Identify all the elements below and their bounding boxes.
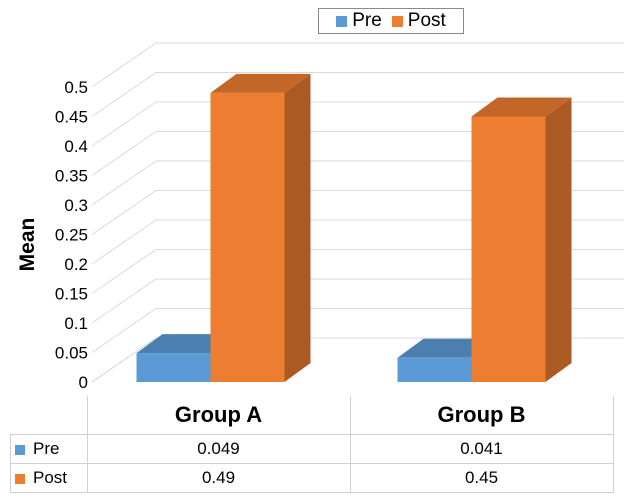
gridline [91,72,624,117]
bar-top-post [210,73,311,93]
legend-label-pre: Pre [352,10,382,31]
row-label-post: Post [33,468,68,487]
gridline [91,160,624,206]
y-tick-label: 0.35 [55,167,88,186]
gridline [91,190,624,235]
bar-side-post [284,73,311,383]
data-table-cell: 0.49 [86,463,351,493]
gridline [91,249,624,294]
bar-top-post [471,97,572,117]
data-table: Group A Group B Pre 0.049 0.041 Post 0.4… [10,396,614,493]
gridline [91,42,624,88]
row-swatch-post [15,473,25,484]
y-tick-label: 0.4 [64,137,88,156]
bar-side-post [545,97,572,382]
bar-pre [397,357,472,382]
gridline [91,131,624,176]
bar-post [471,116,546,382]
row-swatch-pre [15,444,25,455]
gridline [91,219,624,265]
legend-swatch-post [391,15,403,27]
y-tick-label: 0.05 [55,344,88,363]
data-table-cell: 0.049 [86,434,351,464]
data-table-row-post: Post 0.49 0.45 [10,463,614,493]
data-table-cell: 0.45 [349,463,614,493]
y-tick-label: 0.25 [55,226,88,245]
data-table-row-pre: Pre 0.049 0.041 [10,434,614,464]
data-table-series-post: Post [10,463,88,493]
row-label-pre: Pre [33,439,60,458]
data-table-cell: 0.041 [349,434,614,464]
legend: Pre Post [318,8,464,34]
y-tick-label: 0.2 [64,255,88,274]
y-axis-title: Mean [16,218,39,272]
legend-swatch-pre [336,15,348,27]
category-label-group-a: Group A [86,396,351,435]
data-table-header-row: Group A Group B [10,396,614,435]
category-label-group-b: Group B [349,396,614,435]
y-tick-label: 0.3 [64,196,88,215]
legend-label-post: Post [407,10,446,31]
bar-pre [136,353,211,382]
data-table-corner [10,396,88,435]
legend-entry-post: Post [391,10,446,32]
y-tick-label: 0.15 [55,285,88,304]
bar-post [210,92,285,383]
gridline [91,101,624,147]
gridline [91,278,624,324]
y-tick-label: 0.45 [55,108,88,127]
data-table-series-pre: Pre [10,434,88,464]
y-tick-label: 0.1 [64,314,88,333]
y-tick-label: 0 [79,373,88,392]
y-tick-label: 0.5 [64,78,88,97]
gridline [91,308,624,353]
floor-edge [91,337,157,383]
legend-entry-pre: Pre [336,10,382,32]
